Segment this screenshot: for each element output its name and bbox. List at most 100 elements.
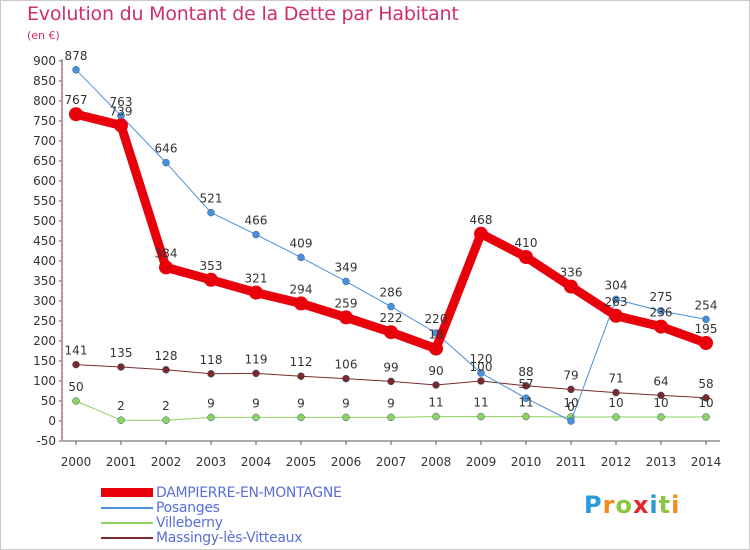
data-label: 521 [200, 192, 223, 206]
x-tick-label: 2006 [331, 455, 362, 469]
legend-label: Posanges [156, 499, 220, 516]
data-label: 119 [245, 352, 268, 366]
y-tick-label: 900 [33, 54, 56, 68]
data-point [252, 413, 260, 422]
data-point [522, 394, 530, 402]
data-label: 141 [65, 344, 88, 358]
data-label: 195 [695, 322, 718, 336]
data-point [522, 412, 530, 421]
data-label: 409 [290, 236, 313, 250]
data-label: 11 [428, 396, 443, 410]
data-label: 336 [560, 266, 583, 280]
data-point [387, 302, 395, 311]
data-label: 100 [470, 360, 493, 374]
data-label: 466 [245, 214, 268, 228]
data-point [384, 325, 398, 340]
data-point [117, 363, 125, 371]
data-label: 118 [200, 353, 223, 367]
data-label: 128 [155, 349, 178, 363]
y-tick-label: 400 [33, 254, 56, 268]
data-label: 11 [473, 396, 488, 410]
data-label: 64 [653, 374, 668, 388]
x-tick-label: 2001 [106, 455, 137, 469]
data-label: 135 [110, 346, 133, 360]
data-label: 71 [608, 372, 623, 386]
y-tick-label: 150 [33, 354, 56, 368]
data-point [342, 413, 350, 422]
y-tick-label: 800 [33, 94, 56, 108]
data-point [657, 391, 665, 400]
data-label: 9 [297, 396, 305, 410]
y-tick-label: 600 [33, 174, 56, 188]
x-tick-label: 2007 [376, 455, 407, 469]
data-point [72, 397, 80, 405]
y-tick-label: 200 [33, 334, 56, 348]
data-point [477, 377, 485, 385]
data-point [612, 295, 620, 304]
x-tick-label: 2014 [691, 455, 722, 469]
data-label: 767 [65, 93, 88, 107]
data-label: 353 [200, 259, 223, 273]
data-label: 9 [252, 396, 260, 410]
chart-subtitle: (en €) [27, 29, 60, 42]
legend-item: Posanges [101, 499, 342, 516]
data-point [72, 66, 80, 74]
data-label: 254 [695, 298, 718, 312]
legend-item: DAMPIERRE-EN-MONTAGNE [101, 485, 342, 501]
y-tick-label: 450 [33, 234, 56, 248]
x-tick-label: 2009 [466, 455, 497, 469]
y-tick-label: 100 [33, 374, 56, 388]
y-tick-label: 50 [41, 394, 56, 408]
data-point [567, 417, 575, 425]
data-point [69, 107, 83, 122]
data-point [474, 226, 488, 241]
data-label: 2 [162, 399, 170, 413]
data-point [297, 413, 305, 422]
data-point [609, 308, 623, 323]
x-tick-label: 2000 [61, 455, 92, 469]
data-label: 88 [518, 365, 533, 379]
x-tick-label: 2008 [421, 455, 452, 469]
data-label: 286 [380, 286, 403, 300]
data-label: 58 [698, 377, 713, 391]
legend-label: Massingy-lès-Vitteaux [156, 529, 303, 546]
data-point [432, 412, 440, 421]
data-point [294, 296, 308, 311]
data-point [702, 394, 710, 402]
data-label: 10 [608, 396, 623, 410]
data-point [612, 388, 620, 397]
data-label: 220 [425, 312, 448, 326]
data-point [117, 416, 125, 424]
data-label: 646 [155, 142, 178, 156]
data-point [207, 370, 215, 378]
data-label: 18 [428, 328, 443, 342]
data-label: 763 [110, 95, 133, 109]
data-point [387, 377, 395, 386]
data-point [654, 319, 668, 334]
data-label: 222 [380, 311, 403, 325]
y-tick-label: 0 [48, 414, 56, 428]
data-label: 9 [387, 396, 395, 410]
data-point [114, 118, 128, 133]
data-point [207, 413, 215, 422]
data-point [252, 230, 260, 239]
data-label: 50 [68, 380, 83, 394]
data-point [564, 279, 578, 294]
data-point [249, 285, 263, 300]
x-tick-label: 2010 [511, 455, 542, 469]
x-tick-label: 2002 [151, 455, 182, 469]
data-label: 99 [383, 360, 398, 374]
y-tick-label: 650 [33, 154, 56, 168]
data-label: 10 [563, 396, 578, 410]
data-label: 10 [698, 396, 713, 410]
data-point [612, 413, 620, 421]
data-point [477, 369, 485, 377]
data-label: 120 [470, 352, 493, 366]
x-tick-label: 2011 [556, 455, 587, 469]
x-tick-label: 2003 [196, 455, 227, 469]
data-point [432, 381, 440, 389]
data-label: 57 [518, 377, 533, 391]
data-label: 79 [563, 368, 578, 382]
y-tick-label: 700 [33, 134, 56, 148]
